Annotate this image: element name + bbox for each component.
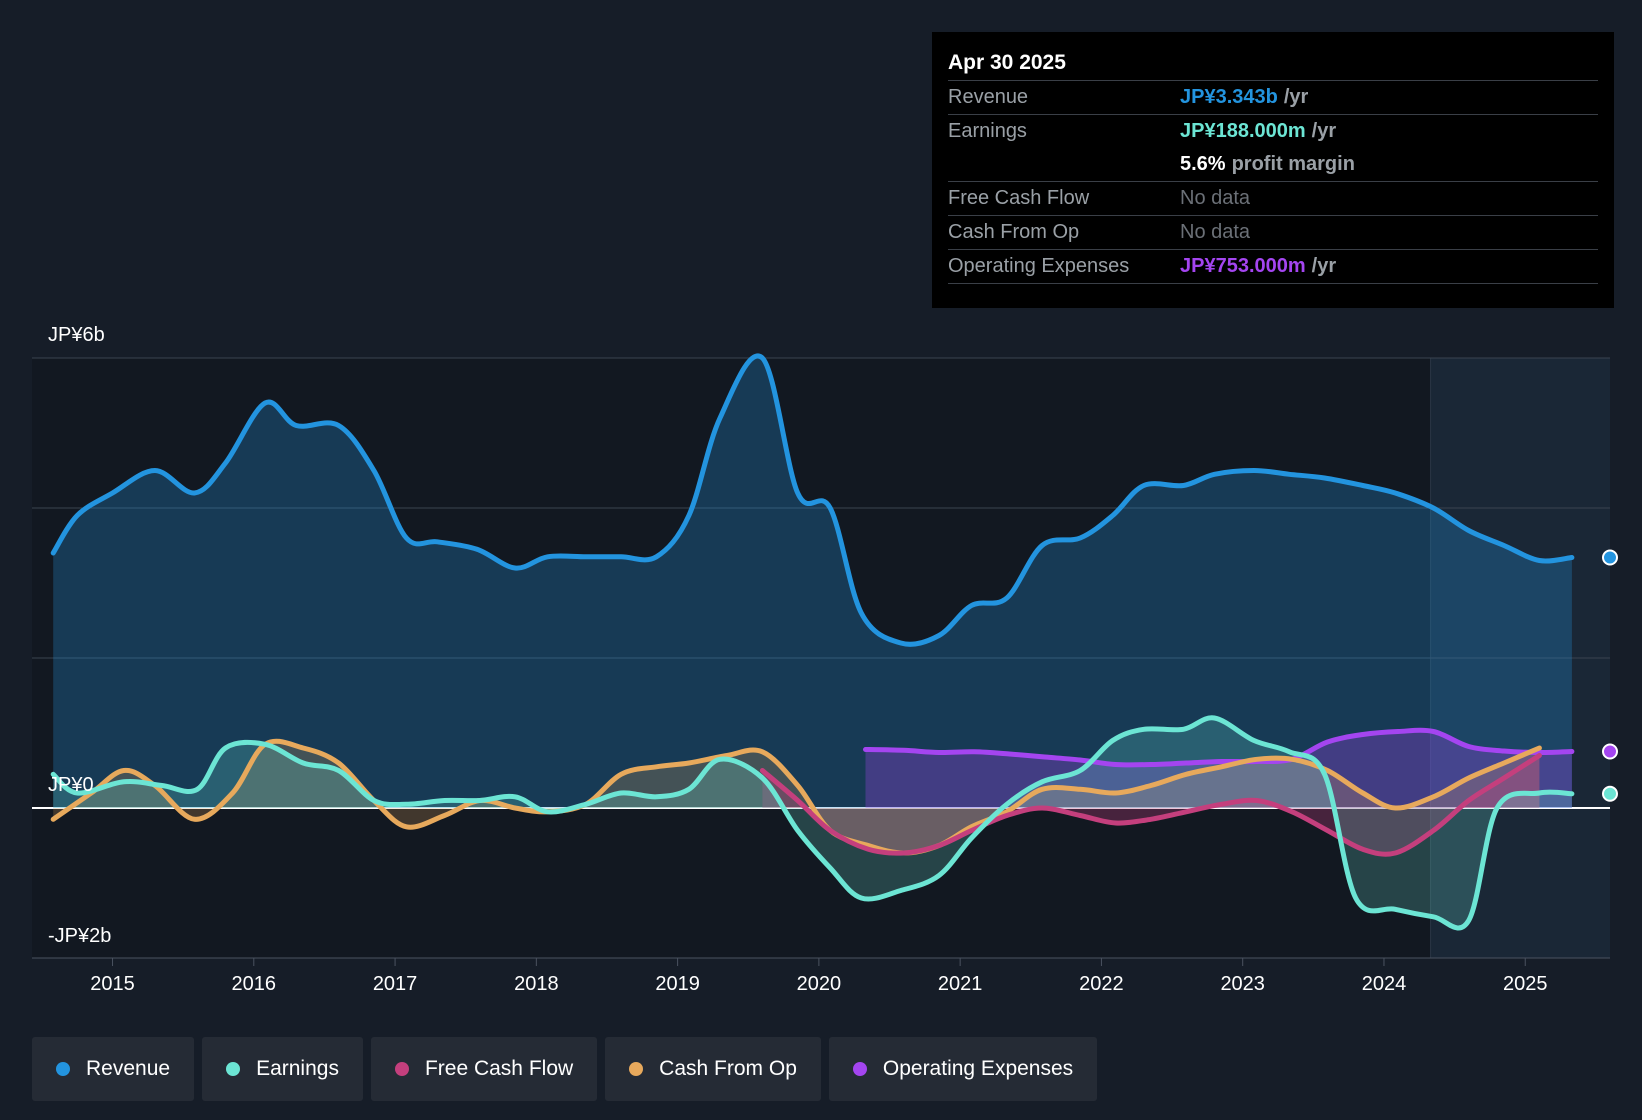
legend-label: Earnings <box>256 1057 339 1080</box>
line-free-cash-flow <box>759 753 1542 857</box>
tooltip-value: JP¥188.000m <box>1180 120 1306 142</box>
tooltip-row-profit-margin: 5.6% profit margin <box>948 148 1598 182</box>
legend-dot-icon <box>394 1062 409 1076</box>
x-tick-label-2021: 2021 <box>938 973 983 995</box>
legend-item-cash-from-op[interactable]: Cash From Op <box>605 1037 821 1101</box>
line-revenue <box>50 353 1575 647</box>
tooltip-value: JP¥3.343b <box>1180 86 1278 108</box>
x-tick-label-2016: 2016 <box>232 973 277 995</box>
tooltip-unit: /yr <box>1283 86 1309 108</box>
gridlines <box>32 357 1610 959</box>
x-tick-label-2018: 2018 <box>514 973 559 995</box>
end-marker-revenue <box>1602 549 1618 566</box>
tooltip-label: Cash From Op <box>948 221 1080 243</box>
tooltip-value: No data <box>1180 187 1251 209</box>
tooltip-unit: /yr <box>1311 255 1337 277</box>
legend-label: Operating Expenses <box>882 1057 1074 1080</box>
legend-label: Cash From Op <box>659 1057 797 1080</box>
legend-item-free-cash-flow[interactable]: Free Cash Flow <box>370 1037 598 1101</box>
y-label-1: JP¥0 <box>48 774 94 796</box>
legend-item-operating-expenses[interactable]: Operating Expenses <box>828 1037 1098 1101</box>
tooltip-value: JP¥753.000m <box>1180 255 1306 277</box>
area-revenue <box>53 355 1572 808</box>
legend-dot-icon <box>629 1062 644 1076</box>
tooltip-label: Earnings <box>948 120 1027 142</box>
line-earnings <box>50 715 1575 931</box>
area-free-cash-flow <box>762 755 1540 855</box>
hover-tooltip: Apr 30 2025 Revenue JP¥3.343b /yr Earnin… <box>932 32 1614 308</box>
x-tick-label-2017: 2017 <box>373 973 418 995</box>
tooltip-label: Free Cash Flow <box>948 187 1090 209</box>
x-tick-label-2022: 2022 <box>1079 973 1124 995</box>
tooltip-row-revenue: Revenue JP¥3.343b /yr <box>948 81 1598 115</box>
tooltip-unit: profit margin <box>1231 153 1355 175</box>
tooltip-unit: /yr <box>1311 120 1337 142</box>
y-label-0: JP¥6b <box>48 324 105 346</box>
line-layer <box>50 353 1575 931</box>
end-marker-operating-expenses <box>1602 743 1618 760</box>
line-cash-from-op <box>50 738 1542 856</box>
y-label-2: -JP¥2b <box>48 925 111 947</box>
x-tick-label-2023: 2023 <box>1220 973 1265 995</box>
x-tick-label-2019: 2019 <box>655 973 700 995</box>
legend-label: Revenue <box>86 1057 171 1080</box>
end-markers <box>1602 549 1618 802</box>
x-tick-label-2024: 2024 <box>1362 973 1407 995</box>
legend-item-revenue[interactable]: Revenue <box>32 1037 195 1101</box>
tooltip-row-free-cash-flow: Free Cash Flow No data <box>948 182 1598 216</box>
legend-dot-icon <box>226 1062 241 1076</box>
legend-label: Free Cash Flow <box>424 1057 574 1080</box>
tooltip-label: Revenue <box>948 86 1029 108</box>
tooltip-row-earnings: Earnings JP¥188.000m /yr <box>948 115 1598 148</box>
x-axis: 2015 2016 2017 2018 2019 2020 2021 2022 2023 2024… <box>90 958 1547 995</box>
legend-dot-icon <box>852 1062 867 1076</box>
tooltip-row-operating-expenses: Operating Expenses JP¥753.000m /yr <box>948 250 1598 284</box>
y-axis-labels: JP¥6b JP¥0 -JP¥2b <box>48 324 111 947</box>
legend-dot-icon <box>56 1062 70 1076</box>
line-operating-expenses <box>863 727 1575 768</box>
tooltip-date: Apr 30 2025 <box>948 46 1598 81</box>
tooltip-label: Operating Expenses <box>948 255 1130 277</box>
x-tick-label-2020: 2020 <box>797 973 842 995</box>
legend-item-earnings[interactable]: Earnings <box>202 1037 363 1101</box>
tooltip-value: No data <box>1180 221 1251 243</box>
chart-legend: Revenue Earnings Free Cash Flow Cash Fro… <box>32 1037 1098 1101</box>
tooltip-label <box>948 148 1180 181</box>
tooltip-row-cash-from-op: Cash From Op No data <box>948 216 1598 250</box>
x-tick-label-2025: 2025 <box>1503 973 1548 995</box>
tooltip-value: 5.6% <box>1180 153 1226 175</box>
end-marker-earnings <box>1602 785 1618 802</box>
x-tick-label-2015: 2015 <box>90 973 135 995</box>
